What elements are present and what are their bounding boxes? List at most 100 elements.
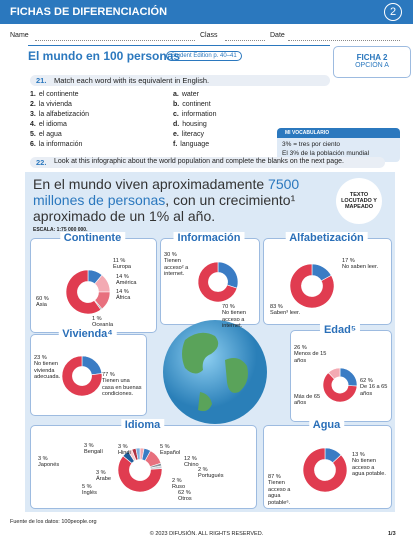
segment-value: 60 % bbox=[36, 296, 49, 302]
source: Fuente de los datos: 100people.org bbox=[10, 519, 97, 525]
match-item: c. information bbox=[173, 111, 216, 118]
segment-label: 17 % No saben leer. bbox=[342, 258, 386, 271]
segment-text: Árabe bbox=[96, 476, 111, 483]
segment-text: Hindi bbox=[118, 450, 131, 457]
field-line bbox=[35, 40, 195, 41]
donut-segment bbox=[289, 263, 335, 309]
field-line bbox=[288, 40, 400, 41]
reference-badge: Student Edition p. 40–41 bbox=[166, 51, 242, 61]
panel-title: Edad⁵ bbox=[319, 324, 361, 336]
segment-text: Tienen una casa en buenas condiciones. bbox=[102, 378, 142, 398]
item-marker: 4. bbox=[30, 121, 36, 128]
segment-text: África bbox=[116, 295, 131, 302]
ex21-bar bbox=[30, 75, 330, 86]
segment-value: 5 % bbox=[82, 484, 92, 490]
item-marker: f. bbox=[173, 141, 178, 148]
segment-text: Tienen acceso² a internet. bbox=[164, 258, 189, 278]
segment-label: 13 % No tienen acceso a agua potable. bbox=[352, 452, 388, 478]
segment-text: Otros bbox=[178, 496, 192, 503]
segment-label: Más de 65 años bbox=[294, 394, 322, 407]
segment-label: 14 % África bbox=[116, 289, 156, 302]
field-label: Date bbox=[270, 32, 285, 39]
globe bbox=[163, 320, 267, 424]
match-item: 4. el idioma bbox=[30, 121, 67, 128]
ex21-number: 21. bbox=[36, 76, 47, 85]
segment-text: Inglés bbox=[82, 490, 97, 497]
segment-text: Saben³ leer. bbox=[270, 310, 301, 317]
segment-value: 83 % bbox=[270, 304, 283, 310]
item-marker: a. bbox=[173, 91, 179, 98]
segment-label: 2 % Portugués bbox=[198, 467, 232, 480]
globe-land bbox=[182, 332, 248, 412]
item-marker: 3. bbox=[30, 111, 36, 118]
item-marker: b. bbox=[173, 101, 180, 108]
segment-label: 83 % Saben³ leer. bbox=[270, 304, 310, 317]
item-word: water bbox=[181, 91, 199, 98]
match-item: 5. el agua bbox=[30, 131, 62, 138]
match-item: 2. la vivienda bbox=[30, 101, 72, 108]
match-item: f. language bbox=[173, 141, 209, 148]
ex22-number: 22. bbox=[36, 158, 47, 167]
item-word: el idioma bbox=[38, 121, 67, 128]
item-marker: e. bbox=[173, 131, 179, 138]
item-word: la información bbox=[38, 141, 83, 148]
donut-segment bbox=[327, 367, 341, 380]
segment-text: Portugués bbox=[198, 473, 224, 480]
segment-label: 3 % Árabe bbox=[96, 470, 122, 483]
scale: ESCALA: 1:75 000 000. bbox=[33, 227, 88, 233]
copyright: © 2023 DIFUSIÓN. ALL RIGHTS RESERVED. bbox=[149, 531, 264, 537]
item-word: information bbox=[181, 111, 217, 118]
segment-text: Asia bbox=[36, 302, 47, 309]
match-item: 1. el continente bbox=[30, 91, 79, 98]
segment-text: Bengalí bbox=[84, 449, 103, 456]
vocab-title: MI VOCABULARIO bbox=[285, 130, 330, 136]
infographic-heading: En el mundo viven aproximadamente 7500 m… bbox=[33, 176, 323, 224]
panel bbox=[30, 334, 147, 416]
ex21-instruction: Match each word with its equivalent in E… bbox=[54, 76, 210, 85]
match-item: 6. la información bbox=[30, 141, 82, 148]
segment-label: 5 % Inglés bbox=[82, 484, 108, 497]
panel-title: Agua bbox=[308, 419, 345, 431]
segment-value: 70 % bbox=[222, 304, 235, 310]
segment-label: 30 % Tienen acceso² a internet. bbox=[164, 252, 202, 278]
segment-value: 12 % bbox=[184, 456, 197, 462]
segment-text: De 16 a 65 años bbox=[360, 384, 388, 397]
segment-text: Tienen acceso a agua potable⁶. bbox=[268, 480, 291, 506]
vocab-line: El 3% de la población mundial bbox=[282, 150, 370, 157]
segment-value: 2 % bbox=[198, 467, 208, 473]
match-item: e. literacy bbox=[173, 131, 204, 138]
segment-label: 3 % Bengalí bbox=[84, 443, 114, 456]
segment-value: 3 % bbox=[38, 456, 48, 462]
match-item: 3. la alfabetización bbox=[30, 111, 89, 118]
segment-label: 12 % Chino bbox=[184, 456, 212, 469]
donut-segment bbox=[339, 367, 358, 387]
segment-label: 3 % Japonés bbox=[38, 456, 68, 469]
segment-value: 5 % bbox=[160, 444, 170, 450]
option-tag: FICHA 2 bbox=[356, 53, 388, 62]
segment-label: 60 % Asia bbox=[36, 296, 66, 309]
item-word: la alfabetización bbox=[38, 111, 90, 118]
field-line bbox=[225, 40, 265, 41]
panel-title: Idioma bbox=[120, 419, 165, 431]
segment-text: Europa bbox=[113, 264, 132, 271]
segment-label: 5 % Español bbox=[160, 444, 190, 457]
segment-label: 1 % Oceanía bbox=[92, 316, 122, 329]
segment-text: Más de 65 años bbox=[294, 394, 321, 407]
segment-value: 62 % bbox=[360, 378, 373, 384]
donut-segment bbox=[217, 261, 239, 289]
item-word: literacy bbox=[181, 131, 205, 138]
segment-text: No tienen acceso a agua potable. bbox=[352, 458, 386, 478]
segment-label: 87 % Tienen acceso a agua potable⁶. bbox=[268, 474, 304, 506]
segment-value: 23 % bbox=[34, 355, 47, 361]
item-marker: 1. bbox=[30, 91, 36, 98]
segment-text: No tienen acceso a internet. bbox=[222, 310, 246, 330]
segment-value: 3 % bbox=[118, 444, 128, 450]
segment-text: Chino bbox=[184, 462, 199, 469]
sheet-number: 2 bbox=[384, 3, 402, 21]
segment-value: 30 % bbox=[164, 252, 177, 258]
panel-title: Alfabetización bbox=[285, 232, 368, 244]
page-number: 1/3 bbox=[388, 531, 396, 537]
heading-highlight: 7500 millones de personas bbox=[33, 176, 300, 208]
